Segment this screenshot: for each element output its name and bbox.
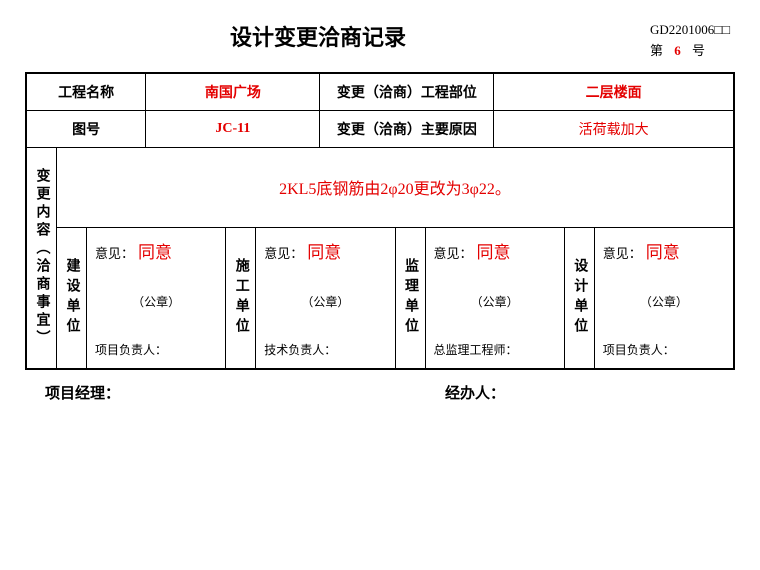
content-body: 2KL5底钢筋由2φ20更改为3φ22。: [57, 148, 733, 228]
reason-value: 活荷载加大: [494, 111, 733, 147]
opinion-box-2: 意见：同意 （公章） 总监理工程师：: [426, 228, 565, 368]
opinion-box-3: 意见：同意 （公章） 项目负责人：: [595, 228, 733, 368]
content-row: 变更内容︵洽商事宜︶ 2KL5底钢筋由2φ20更改为3φ22。 建设单位 意见：…: [27, 148, 733, 368]
doc-number: GD2201006□□ 第 6 号: [650, 20, 730, 62]
project-value: 南国广场: [146, 74, 320, 110]
opinion-box-0: 意见：同意 （公章） 项目负责人：: [87, 228, 226, 368]
header: 设计变更洽商记录 GD2201006□□ 第 6 号: [25, 20, 735, 62]
reason-label: 变更（洽商）主要原因: [320, 111, 494, 147]
doc-seq: 第 6 号: [650, 41, 730, 62]
doc-code: GD2201006□□: [650, 20, 730, 41]
part-value: 二层楼面: [494, 74, 733, 110]
opinion-unit-1: 施工单位: [226, 228, 256, 368]
footer: 项目经理： 经办人：: [25, 382, 735, 403]
content-vert-label: 变更内容︵洽商事宜︶: [27, 148, 57, 368]
opinion-box-1: 意见：同意 （公章） 技术负责人：: [256, 228, 395, 368]
info-row-1: 工程名称 南国广场 变更（洽商）工程部位 二层楼面: [27, 74, 733, 111]
drawing-value: JC-11: [146, 111, 320, 147]
footer-pm: 项目经理：: [45, 382, 445, 403]
project-label: 工程名称: [27, 74, 146, 110]
page-title: 设计变更洽商记录: [230, 20, 406, 52]
drawing-label: 图号: [27, 111, 146, 147]
opinion-unit-3: 设计单位: [565, 228, 595, 368]
footer-handler: 经办人：: [445, 382, 505, 403]
opinion-unit-2: 监理单位: [396, 228, 426, 368]
opinion-unit-0: 建设单位: [57, 228, 87, 368]
main-table: 工程名称 南国广场 变更（洽商）工程部位 二层楼面 图号 JC-11 变更（洽商…: [25, 72, 735, 370]
opinion-row: 建设单位 意见：同意 （公章） 项目负责人： 施工单位 意见：同意 （公章） 技…: [57, 228, 733, 368]
info-row-2: 图号 JC-11 变更（洽商）主要原因 活荷载加大: [27, 111, 733, 148]
part-label: 变更（洽商）工程部位: [320, 74, 494, 110]
